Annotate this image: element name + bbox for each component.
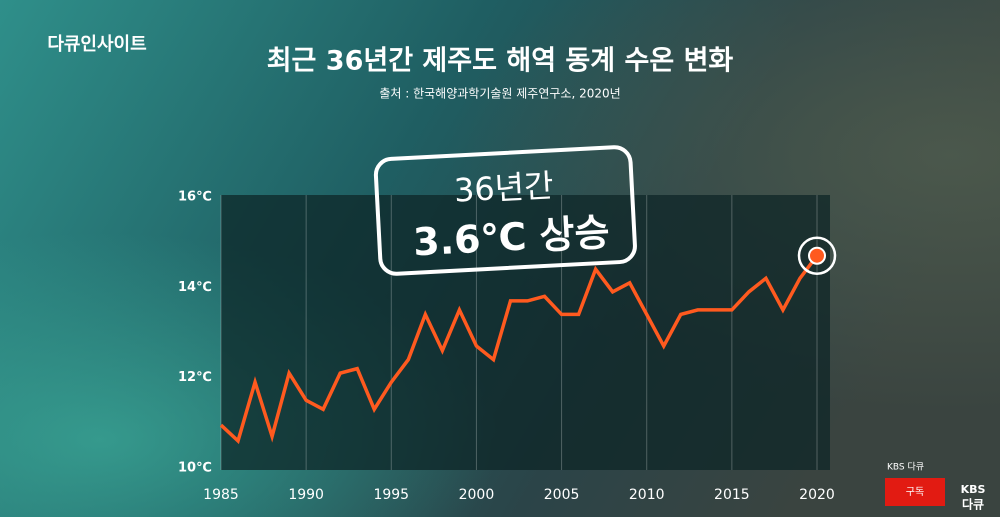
plot-panel [221, 195, 830, 470]
x-tick-label: 2010 [629, 487, 665, 503]
highlight-point [808, 246, 826, 265]
y-tick-label: 12℃ [178, 370, 212, 385]
annotation: 3.6℃ 상승 [412, 210, 611, 264]
subscribe-label[interactable]: 구독 [906, 486, 924, 498]
highlight-ring [797, 236, 837, 275]
callout [373, 145, 637, 276]
chart-subtitle: 출처 : 한국해양과학기술원 제주연구소, 2020년 [379, 87, 620, 101]
x-tick-label: 1990 [288, 487, 324, 503]
chart-title: 최근 36년간 제주도 해역 동계 수온 변화 [267, 46, 734, 77]
annotation: 36년간 [453, 166, 554, 209]
x-tick-label: 2000 [459, 487, 495, 503]
channel-name: KBS 다큐 [887, 462, 924, 473]
x-tick-label: 2020 [799, 487, 835, 503]
x-tick-label: 2015 [714, 487, 750, 503]
y-tick-label: 16℃ [178, 190, 212, 205]
x-tick-label: 2005 [544, 487, 580, 503]
x-tick-label: 1985 [203, 487, 239, 503]
chart: 10℃ 12℃ 14℃ 16℃ 1985 1990 1995 2000 2005 2010 2015… [178, 190, 837, 503]
data-line [219, 254, 819, 445]
logo: 다큐인사이트 [47, 34, 146, 55]
subscribe-button[interactable] [885, 478, 945, 506]
y-tick-label: 14℃ [178, 280, 212, 295]
y-tick-label: 10℃ [178, 461, 212, 476]
x-tick-label: 1995 [373, 487, 409, 503]
channel-badge[interactable]: 다큐 [962, 497, 984, 512]
channel-badge[interactable]: KBS [961, 483, 986, 496]
callout-box [373, 145, 637, 276]
